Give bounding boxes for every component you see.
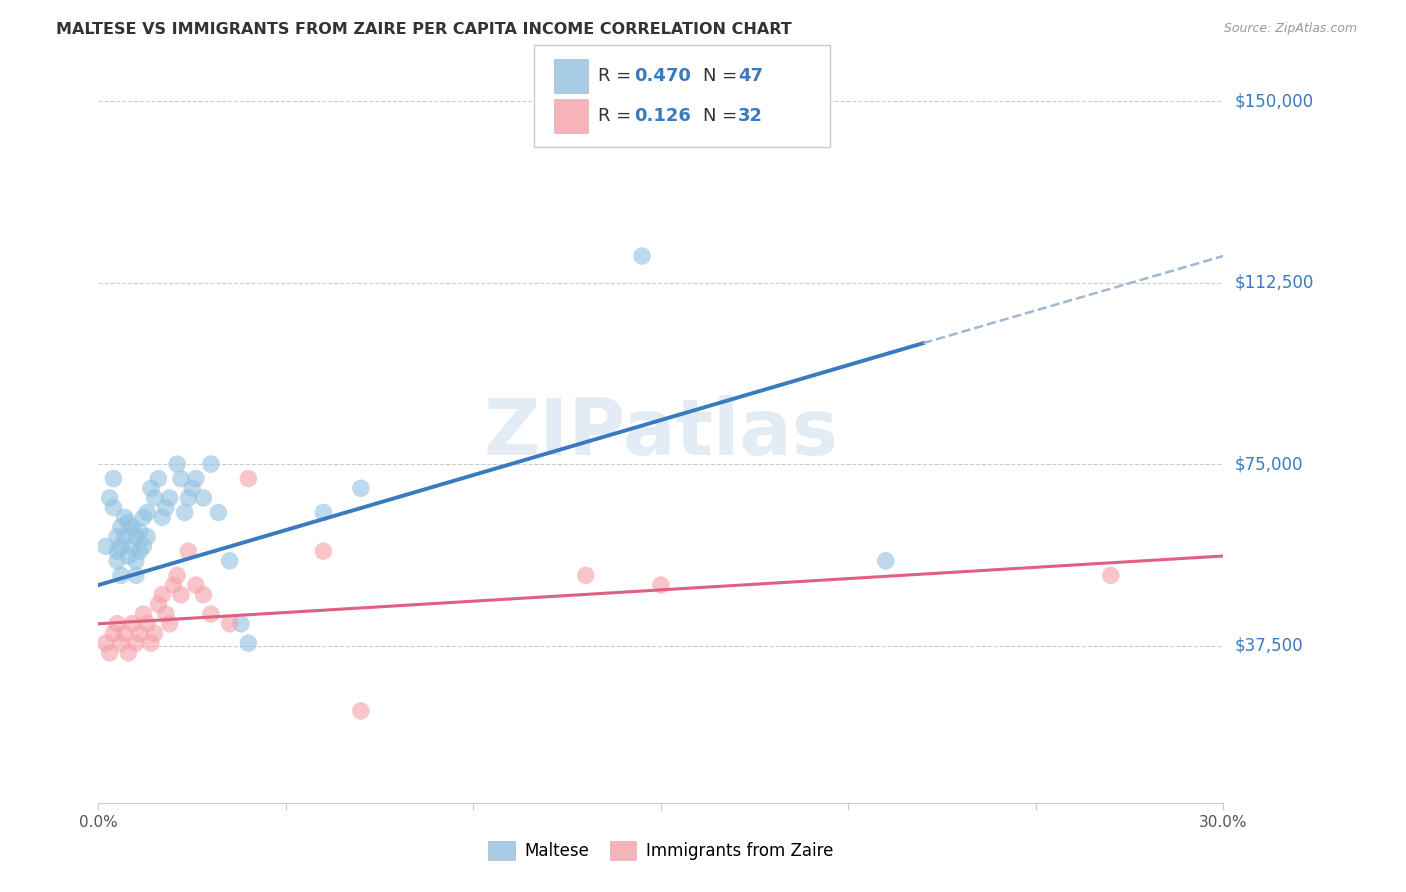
Point xyxy=(136,616,159,631)
Point xyxy=(631,249,654,263)
Text: 0.470: 0.470 xyxy=(634,67,690,85)
Point xyxy=(114,530,136,544)
Point xyxy=(181,481,204,495)
Point xyxy=(128,626,150,640)
Point xyxy=(184,578,207,592)
Point xyxy=(105,530,128,544)
Point xyxy=(155,607,177,621)
Point xyxy=(177,491,200,505)
Point xyxy=(229,616,252,631)
Point xyxy=(94,636,117,650)
Point xyxy=(139,636,162,650)
Point xyxy=(132,539,155,553)
Text: N =: N = xyxy=(703,107,737,125)
Point xyxy=(98,646,121,660)
Text: Source: ZipAtlas.com: Source: ZipAtlas.com xyxy=(1223,22,1357,36)
Point xyxy=(103,500,125,515)
Point xyxy=(105,544,128,558)
Point xyxy=(110,539,132,553)
Text: 47: 47 xyxy=(738,67,763,85)
Text: ZIPatlas: ZIPatlas xyxy=(484,394,838,471)
Point xyxy=(125,636,148,650)
Point xyxy=(117,515,139,529)
Point xyxy=(193,588,215,602)
Point xyxy=(875,554,897,568)
Point xyxy=(155,500,177,515)
Text: 32: 32 xyxy=(738,107,763,125)
Point xyxy=(114,510,136,524)
Point xyxy=(125,568,148,582)
Point xyxy=(650,578,672,592)
Text: $37,500: $37,500 xyxy=(1234,637,1303,655)
Text: 0.126: 0.126 xyxy=(634,107,690,125)
Point xyxy=(125,530,148,544)
Point xyxy=(575,568,598,582)
Point xyxy=(173,506,195,520)
Point xyxy=(207,506,229,520)
Point xyxy=(114,626,136,640)
Point xyxy=(312,544,335,558)
Point xyxy=(350,481,373,495)
Point xyxy=(117,549,139,563)
Point xyxy=(121,616,143,631)
Point xyxy=(1099,568,1122,582)
Point xyxy=(117,646,139,660)
Point xyxy=(103,626,125,640)
Point xyxy=(218,554,240,568)
Point xyxy=(218,616,240,631)
Point xyxy=(136,506,159,520)
Point xyxy=(110,520,132,534)
Point xyxy=(128,524,150,539)
Point xyxy=(312,506,335,520)
Point xyxy=(103,472,125,486)
Point xyxy=(148,598,170,612)
Point xyxy=(139,481,162,495)
Legend: Maltese, Immigrants from Zaire: Maltese, Immigrants from Zaire xyxy=(479,832,842,869)
Point xyxy=(170,588,193,602)
Point xyxy=(132,607,155,621)
Text: $112,500: $112,500 xyxy=(1234,274,1313,292)
Point xyxy=(159,616,181,631)
Point xyxy=(350,704,373,718)
Text: $75,000: $75,000 xyxy=(1234,455,1303,473)
Point xyxy=(177,544,200,558)
Point xyxy=(94,539,117,553)
Point xyxy=(143,491,166,505)
Point xyxy=(105,616,128,631)
Point xyxy=(105,554,128,568)
Text: R =: R = xyxy=(598,67,631,85)
Point xyxy=(200,607,222,621)
Point xyxy=(170,472,193,486)
Point xyxy=(110,568,132,582)
Point xyxy=(132,510,155,524)
Point xyxy=(238,636,260,650)
Point xyxy=(150,510,173,524)
Point xyxy=(98,491,121,505)
Point xyxy=(166,568,188,582)
Text: MALTESE VS IMMIGRANTS FROM ZAIRE PER CAPITA INCOME CORRELATION CHART: MALTESE VS IMMIGRANTS FROM ZAIRE PER CAP… xyxy=(56,22,792,37)
Point xyxy=(200,457,222,471)
Point xyxy=(121,539,143,553)
Point xyxy=(136,530,159,544)
Point xyxy=(238,472,260,486)
Point xyxy=(184,472,207,486)
Point xyxy=(193,491,215,505)
Point xyxy=(110,636,132,650)
Point xyxy=(143,626,166,640)
Point xyxy=(166,457,188,471)
Point xyxy=(128,544,150,558)
Point xyxy=(159,491,181,505)
Point xyxy=(162,578,184,592)
Text: $150,000: $150,000 xyxy=(1234,92,1313,110)
Point xyxy=(125,554,148,568)
Point xyxy=(150,588,173,602)
Point xyxy=(148,472,170,486)
Text: R =: R = xyxy=(598,107,631,125)
Point xyxy=(121,520,143,534)
Text: N =: N = xyxy=(703,67,737,85)
